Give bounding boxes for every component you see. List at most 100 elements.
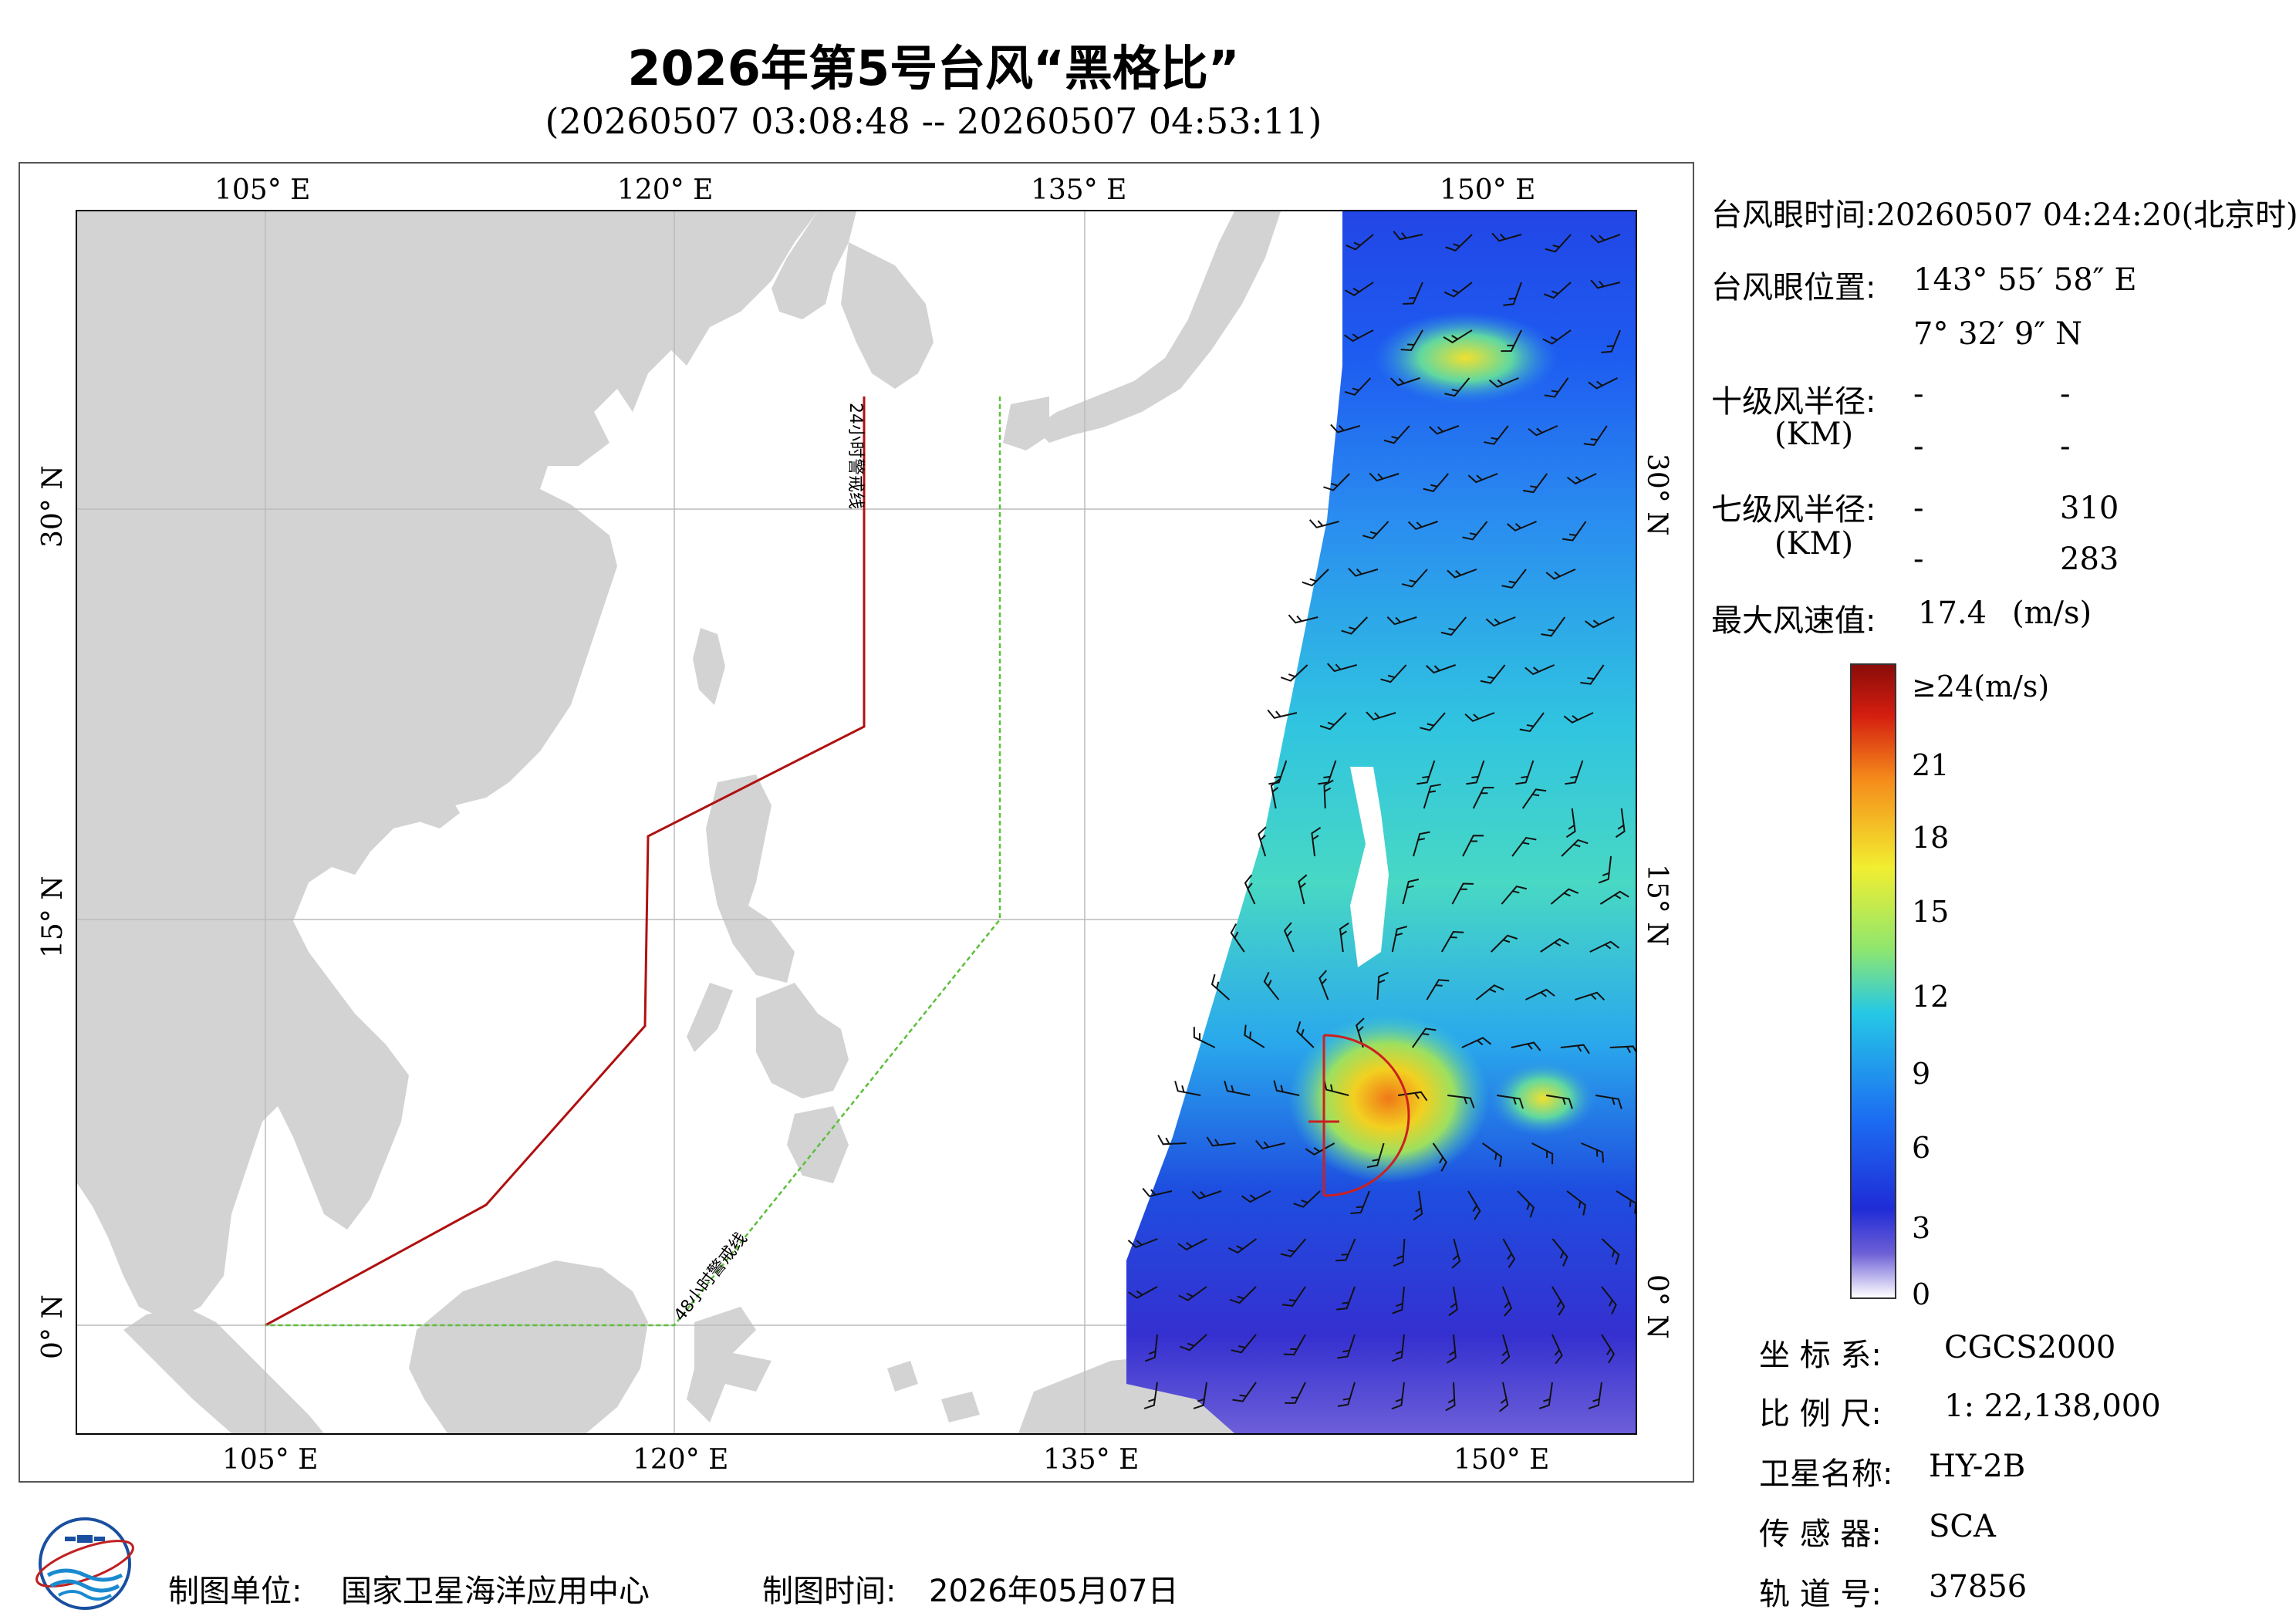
wind-barb <box>1544 377 1569 398</box>
wind-barb <box>1501 885 1528 905</box>
wind-barb <box>1581 1142 1605 1163</box>
r10-value: - <box>2060 376 2071 412</box>
wind-barb <box>1451 882 1474 905</box>
wind-barb <box>1420 712 1446 731</box>
wind-barb <box>1601 1334 1616 1364</box>
wind-barb <box>1507 521 1537 531</box>
wind-barb <box>1179 1334 1207 1351</box>
wind-barb <box>1599 890 1629 905</box>
wind-barb <box>1609 1045 1636 1056</box>
maker-label: 制图单位: <box>168 1574 302 1609</box>
wind-barb <box>1562 521 1587 542</box>
wind-barb <box>1545 569 1576 580</box>
wind-barb <box>1590 234 1621 244</box>
colorbar-label: 0 <box>1912 1277 1931 1311</box>
wind-barb <box>1344 329 1374 342</box>
wind-barb <box>1467 1190 1481 1220</box>
wind-barb <box>1386 616 1417 626</box>
nsoas-logo-icon <box>31 1513 139 1614</box>
eye-time-label: 台风眼时间: <box>1711 197 1876 233</box>
eye-time-value: 20260507 04:24:20(北京时) <box>1876 197 2296 233</box>
wind-barb <box>1566 1190 1586 1216</box>
wind-barb <box>1429 425 1460 435</box>
wind-barb <box>1206 1136 1236 1147</box>
wind-barb <box>1590 279 1621 289</box>
sensor-label: 传 感 器: <box>1759 1517 1882 1552</box>
orbit-label: 轨 道 号: <box>1759 1577 1882 1612</box>
wind-barb <box>1280 664 1308 682</box>
wind-barb <box>1501 1334 1511 1365</box>
map-panel[interactable]: 24小时警戒线 48小时警戒线 <box>76 210 1637 1435</box>
r7-value: - <box>1913 542 1924 577</box>
wind-barb <box>1273 1080 1300 1096</box>
wind-barb <box>1515 760 1535 785</box>
wind-barb <box>1389 377 1420 386</box>
lon-label-bottom: 135° E <box>1043 1444 1140 1476</box>
wind-barb <box>1376 971 1389 1000</box>
wind-barb <box>1391 1382 1405 1410</box>
wind-barb <box>1517 1190 1535 1218</box>
wind-barb <box>1543 282 1572 299</box>
wind-barb <box>1400 329 1423 352</box>
wind-barb <box>1383 425 1410 444</box>
satellite-label: 卫星名称: <box>1759 1456 1893 1492</box>
wind-barb <box>1501 329 1522 353</box>
wind-barb <box>1551 1238 1568 1267</box>
wind-barb <box>1231 1334 1257 1354</box>
wind-barb <box>1344 282 1374 296</box>
wind-barb <box>1565 808 1576 838</box>
wind-barb <box>1229 1286 1257 1304</box>
wind-barb <box>1336 1286 1356 1311</box>
wind-barb <box>1337 1382 1356 1407</box>
wind-barb <box>1491 934 1518 953</box>
wind-barb <box>1401 569 1428 588</box>
colorbar-label: 6 <box>1912 1131 1931 1165</box>
wind-barb <box>1230 923 1245 953</box>
lon-label-bottom: 105° E <box>222 1444 319 1476</box>
wind-barb <box>1391 1334 1405 1362</box>
max-wind-unit: (m/s) <box>2012 596 2092 631</box>
wind-barb <box>1467 473 1498 484</box>
wind-barb <box>1191 1190 1222 1200</box>
r7-value: - <box>1913 491 1924 526</box>
map-title: 2026年第5号台风“黑格比” <box>627 40 1240 96</box>
colorbar-label: 9 <box>1912 1057 1931 1091</box>
wind-barb <box>1440 616 1467 636</box>
wind-barb <box>1551 1334 1563 1365</box>
orbit-value: 37856 <box>1929 1569 2028 1604</box>
wind-barb <box>1502 1238 1516 1268</box>
wind-barb <box>1227 1238 1257 1254</box>
wind-barb <box>1538 1382 1553 1409</box>
lon-label-top: 120° E <box>617 174 714 206</box>
wind-barb <box>1461 1037 1492 1048</box>
eye-longitude: 143° 55′ 58″ E <box>1913 262 2137 298</box>
crs-label: 坐 标 系: <box>1759 1338 1882 1373</box>
wind-barb <box>1615 808 1626 838</box>
make-time-value: 2026年05月07日 <box>929 1574 1179 1609</box>
maker-value: 国家卫星海洋应用中心 <box>341 1574 650 1609</box>
wind-barb <box>1348 568 1379 577</box>
wind-barb <box>1426 979 1450 1000</box>
wind-barb <box>1588 377 1618 390</box>
wind-barb <box>1283 1334 1306 1356</box>
wind-barb <box>1177 1238 1207 1251</box>
map-frame <box>19 162 1694 1483</box>
wind-barb <box>1580 664 1605 685</box>
wind-barb <box>1356 1017 1365 1048</box>
wind-barb <box>1283 922 1295 953</box>
wind-barb <box>1323 473 1350 491</box>
land <box>77 211 1435 1433</box>
wind-barb <box>1546 1095 1573 1109</box>
warning-line-24h-label: 24小时警戒线 <box>846 403 865 509</box>
wind-barb <box>1268 760 1288 785</box>
wind-barb <box>1232 1382 1257 1402</box>
wind-barb <box>1270 778 1281 809</box>
wind-barb <box>1560 1044 1590 1054</box>
wind-barb <box>1293 1190 1321 1208</box>
wind-barb <box>1302 569 1329 587</box>
max-wind-value: 17.4 <box>1918 596 1987 631</box>
wind-barb <box>1142 1187 1173 1197</box>
wind-barb <box>1426 664 1456 674</box>
eye-latitude: 7° 32′ 9″ N <box>1913 316 2082 352</box>
wind-barb <box>1601 1238 1620 1265</box>
